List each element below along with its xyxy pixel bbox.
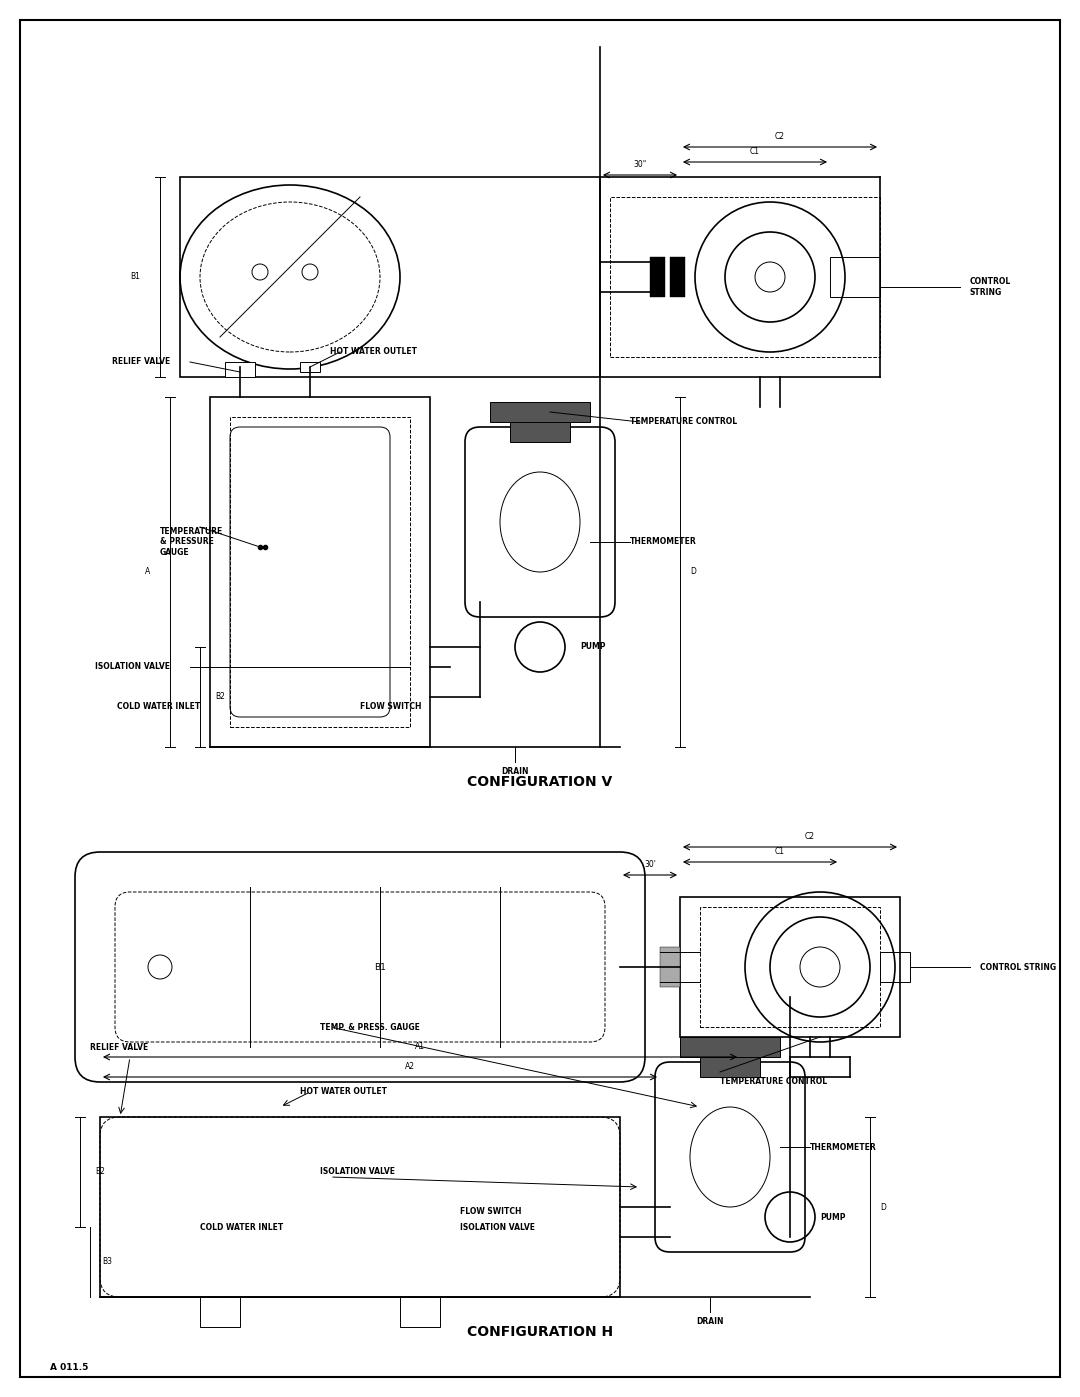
Bar	[180, 177, 600, 377]
Bar	[100, 1118, 620, 1296]
Text: FLOW SWITCH: FLOW SWITCH	[460, 1207, 522, 1217]
Bar	[230, 416, 410, 726]
Text: A1: A1	[415, 1042, 426, 1051]
Bar	[490, 402, 590, 422]
Text: B3: B3	[102, 1257, 112, 1267]
Text: TEMPERATURE
& PRESSURE
GAUGE: TEMPERATURE & PRESSURE GAUGE	[160, 527, 224, 557]
Text: DRAIN: DRAIN	[697, 1317, 724, 1326]
Text: A2: A2	[405, 1062, 415, 1071]
Text: CONFIGURATION H: CONFIGURATION H	[467, 1324, 613, 1338]
Bar	[680, 1037, 780, 1058]
Text: CONTROL STRING: CONTROL STRING	[980, 963, 1056, 971]
Text: D: D	[880, 1203, 886, 1211]
Text: COLD WATER INLET: COLD WATER INLET	[200, 1222, 283, 1232]
Text: RELIEF VALVE: RELIEF VALVE	[90, 1042, 148, 1052]
Bar	[225, 362, 255, 377]
Bar	[650, 257, 665, 298]
Text: THERMOMETER: THERMOMETER	[810, 1143, 877, 1151]
Text: B1: B1	[374, 963, 386, 971]
Text: RELIEF VALVE: RELIEF VALVE	[111, 358, 170, 366]
Text: HOT WATER OUTLET: HOT WATER OUTLET	[300, 1087, 387, 1097]
Text: D: D	[690, 567, 696, 577]
Text: THERMOMETER: THERMOMETER	[630, 538, 697, 546]
Text: 30": 30"	[633, 161, 647, 169]
Bar	[300, 362, 320, 372]
Text: CONFIGURATION V: CONFIGURATION V	[468, 775, 612, 789]
Text: 30': 30'	[644, 861, 656, 869]
Text: B1: B1	[130, 272, 140, 282]
Text: ISOLATION VALVE: ISOLATION VALVE	[320, 1168, 395, 1176]
Text: COLD WATER INLET: COLD WATER INLET	[117, 703, 200, 711]
Text: B2: B2	[95, 1168, 105, 1176]
Bar	[400, 1296, 440, 1327]
Bar	[700, 1046, 760, 1077]
Text: C1: C1	[750, 147, 760, 156]
Bar	[670, 257, 685, 298]
Text: HOT WATER OUTLET: HOT WATER OUTLET	[330, 348, 417, 356]
Text: C2: C2	[805, 833, 815, 841]
Text: A: A	[145, 567, 150, 577]
Text: C1: C1	[775, 847, 785, 856]
Text: FLOW SWITCH: FLOW SWITCH	[360, 703, 421, 711]
Text: DRAIN: DRAIN	[501, 767, 529, 775]
Bar	[680, 897, 900, 1037]
Bar	[200, 1296, 240, 1327]
Text: ISOLATION VALVE: ISOLATION VALVE	[460, 1222, 535, 1232]
Bar	[831, 257, 880, 298]
Text: TEMPERATURE CONTROL: TEMPERATURE CONTROL	[720, 1077, 827, 1085]
Bar	[660, 947, 680, 988]
Text: B2: B2	[215, 693, 225, 701]
Text: ISOLATION VALVE: ISOLATION VALVE	[95, 662, 170, 672]
Text: CONTROL
STRING: CONTROL STRING	[970, 277, 1011, 296]
Bar	[700, 907, 880, 1027]
Text: TEMPERATURE CONTROL: TEMPERATURE CONTROL	[630, 418, 738, 426]
Bar	[510, 412, 570, 441]
Text: C2: C2	[775, 131, 785, 141]
Bar	[880, 951, 910, 982]
Text: TEMP. & PRESS. GAUGE: TEMP. & PRESS. GAUGE	[320, 1023, 420, 1031]
Text: PUMP: PUMP	[820, 1213, 846, 1221]
Text: PUMP: PUMP	[580, 643, 606, 651]
Bar	[210, 397, 430, 747]
Bar	[610, 197, 880, 358]
Text: A 011.5: A 011.5	[50, 1362, 89, 1372]
